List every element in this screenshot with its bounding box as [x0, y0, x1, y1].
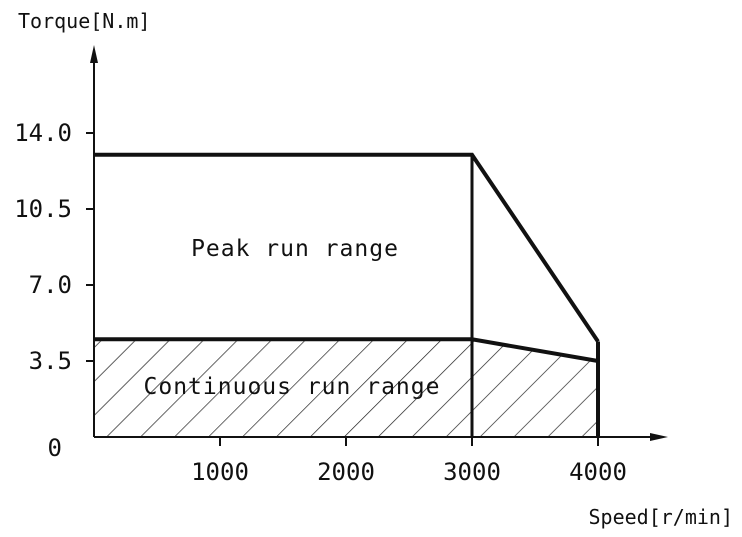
axis-layer: 1000 2000 3000 4000 0 3.5 7.0 10.5 14.0	[14, 45, 668, 486]
continuous-run-range-label: Continuous run range	[144, 374, 441, 400]
y-tick-label-14: 14.0	[14, 119, 72, 147]
x-tick-label-3000: 3000	[443, 458, 501, 486]
curve-layer	[94, 152, 600, 437]
y-tick-label-3-5: 3.5	[29, 347, 72, 375]
x-tick-label-2000: 2000	[317, 458, 375, 486]
y-axis-title: Torque[N.m]	[18, 9, 150, 33]
x-tick-label-1000: 1000	[191, 458, 249, 486]
x-tick-label-4000: 4000	[569, 458, 627, 486]
y-axis-arrow	[90, 45, 98, 63]
y-tick-label-0: 0	[48, 434, 62, 462]
x-axis-title: Speed[r/min]	[589, 505, 734, 529]
peak-run-range-label: Peak run range	[191, 236, 399, 262]
y-tick-label-10-5: 10.5	[14, 195, 72, 223]
y-tick-label-7: 7.0	[29, 271, 72, 299]
x-axis-arrow	[650, 433, 668, 441]
label-layer: Torque[N.m] Speed[r/min] Peak run range …	[18, 9, 733, 529]
